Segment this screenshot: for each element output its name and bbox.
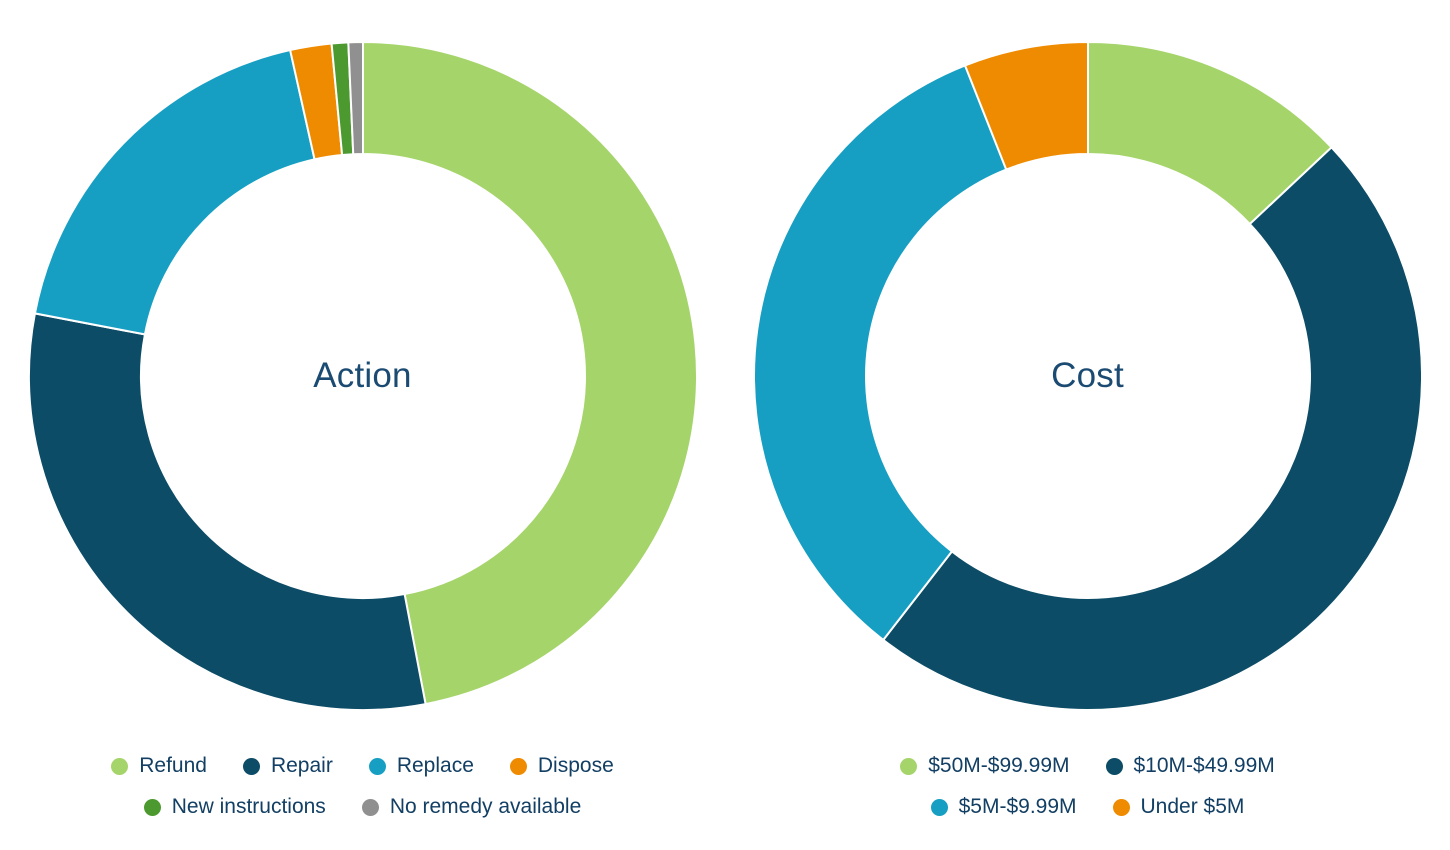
legend-label: Refund: [139, 754, 207, 777]
segment-refund[interactable]: [361, 40, 698, 706]
legend-dot-10m-49-99m: [1105, 757, 1123, 775]
legend-dot-refund: [111, 757, 129, 775]
cost-donut-svg: [752, 40, 1423, 711]
legend-item-no-remedy-available[interactable]: No remedy available: [361, 795, 582, 819]
legend-row: $50M-$99.99M $10M-$49.99M: [900, 754, 1275, 778]
legend-dot-under-5m: [1112, 798, 1130, 816]
action-legend: Refund Repair Replace Dispose New instructio…: [111, 754, 614, 819]
legend-dot-5m-9-99m: [930, 798, 948, 816]
segment-under-5m[interactable]: [963, 40, 1089, 171]
legend-item-10m-49-99m[interactable]: $10M-$49.99M: [1105, 754, 1275, 778]
legend-dot-50m-99-99m: [900, 757, 918, 775]
legend-dot-repair: [242, 757, 260, 775]
legend-item-repair[interactable]: Repair: [242, 754, 333, 778]
legend-label: Dispose: [537, 754, 614, 777]
legend-label: New instructions: [171, 795, 326, 818]
legend-item-dispose[interactable]: Dispose: [509, 754, 614, 778]
legend-row: $5M-$9.99M Under $5M: [930, 795, 1245, 819]
legend-item-refund[interactable]: Refund: [111, 754, 207, 778]
cost-legend: $50M-$99.99M $10M-$49.99M $5M-$9.99M Under …: [900, 754, 1275, 819]
legend-label: No remedy available: [389, 795, 582, 818]
cost-donut: Cost: [750, 38, 1426, 714]
legend-row: New instructions No remedy available: [143, 795, 582, 819]
cost-chart-block: Cost $50M-$99.99M $10M-$49.99M $5M-$9.99M U…: [725, 0, 1450, 850]
legend-item-under-5m[interactable]: Under $5M: [1112, 795, 1245, 819]
legend-label: Under $5M: [1140, 795, 1245, 818]
segment-no-remedy-available[interactable]: [346, 40, 364, 156]
legend-label: Repair: [270, 754, 333, 777]
action-chart-block: Action Refund Repair Replace Dispose New ins…: [25, 38, 701, 819]
legend-label: $5M-$9.99M: [958, 795, 1077, 818]
legend-item-new-instructions[interactable]: New instructions: [143, 795, 326, 819]
segment-repair[interactable]: [27, 312, 427, 711]
legend-dot-new-instructions: [143, 798, 161, 816]
action-donut-svg: [27, 40, 698, 711]
segment-replace[interactable]: [33, 48, 316, 336]
legend-label: $50M-$99.99M: [928, 754, 1070, 777]
legend-label: $10M-$49.99M: [1133, 754, 1275, 777]
legend-dot-dispose: [509, 757, 527, 775]
segment-10m-49-99m[interactable]: [881, 145, 1423, 711]
legend-label: Replace: [396, 754, 474, 777]
legend-item-50m-99-99m[interactable]: $50M-$99.99M: [900, 754, 1070, 778]
legend-item-replace[interactable]: Replace: [368, 754, 474, 778]
legend-row: Refund Repair Replace Dispose: [111, 754, 614, 778]
legend-item-5m-9-99m[interactable]: $5M-$9.99M: [930, 795, 1077, 819]
legend-dot-no-remedy-available: [361, 798, 379, 816]
action-donut: Action: [25, 38, 701, 714]
segment-5m-9-99m[interactable]: [752, 64, 1008, 642]
legend-dot-replace: [368, 757, 386, 775]
